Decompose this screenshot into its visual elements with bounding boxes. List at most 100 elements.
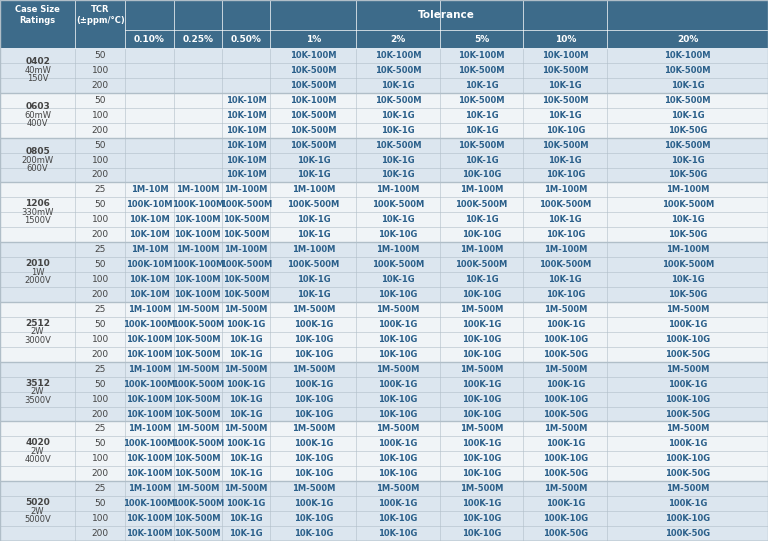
Text: 10K-500M: 10K-500M [458, 141, 505, 150]
Text: 25: 25 [94, 484, 106, 493]
Text: 100: 100 [91, 111, 109, 120]
Text: 100K-500M: 100K-500M [661, 200, 714, 209]
Text: 50: 50 [94, 200, 106, 209]
Bar [0, 287, 768, 302]
Text: 10K-50G: 10K-50G [668, 126, 707, 135]
Text: 100K-500M: 100K-500M [220, 200, 273, 209]
Text: 1M-500M: 1M-500M [460, 305, 503, 314]
Text: 10K-500M: 10K-500M [223, 215, 270, 225]
Bar [0, 451, 768, 466]
Text: 100K-500M: 100K-500M [171, 320, 224, 329]
Text: 100K-1G: 100K-1G [379, 380, 418, 388]
Text: 100: 100 [91, 275, 109, 284]
Text: 10K-10M: 10K-10M [129, 290, 170, 299]
Text: 100K-1G: 100K-1G [227, 499, 266, 508]
Bar [0, 137, 768, 153]
Text: 50: 50 [94, 320, 106, 329]
Text: 10K-100M: 10K-100M [174, 215, 221, 225]
Bar [0, 30, 768, 48]
Text: 1M-500M: 1M-500M [460, 484, 503, 493]
Bar [0, 362, 768, 377]
Text: 200: 200 [91, 410, 109, 419]
Bar [0, 123, 768, 137]
Text: 10K-10G: 10K-10G [462, 410, 502, 419]
Text: 25: 25 [94, 245, 106, 254]
Text: 10K-1G: 10K-1G [230, 350, 263, 359]
Text: 10K-500M: 10K-500M [542, 96, 588, 105]
Text: 10K-10M: 10K-10M [226, 96, 266, 105]
Text: 0.10%: 0.10% [134, 35, 165, 43]
Text: 1M-100M: 1M-100M [224, 186, 268, 194]
Text: 10K-1G: 10K-1G [465, 156, 498, 164]
Text: 100K-500M: 100K-500M [287, 260, 339, 269]
Text: 10K-10G: 10K-10G [462, 529, 502, 538]
Text: 100K-1G: 100K-1G [293, 499, 333, 508]
Text: 50: 50 [94, 499, 106, 508]
Text: 10K-1G: 10K-1G [230, 394, 263, 404]
Text: 1M-100M: 1M-100M [460, 186, 503, 194]
Text: 10K-10G: 10K-10G [379, 454, 418, 463]
Text: 1M-100M: 1M-100M [127, 365, 171, 374]
Text: 25: 25 [94, 186, 106, 194]
Text: 3500V: 3500V [25, 395, 51, 405]
Text: 10K-500M: 10K-500M [174, 514, 221, 523]
Text: 100K-500M: 100K-500M [287, 200, 339, 209]
Text: 1M-500M: 1M-500M [376, 365, 420, 374]
Text: 2000V: 2000V [25, 276, 51, 285]
Text: 10K-500M: 10K-500M [290, 126, 336, 135]
Text: 1M-100M: 1M-100M [127, 425, 171, 433]
Bar [0, 182, 768, 197]
Text: 10K-10M: 10K-10M [226, 170, 266, 180]
Text: 100K-10G: 100K-10G [543, 335, 588, 344]
Text: 1M-500M: 1M-500M [176, 484, 220, 493]
Text: 10K-1G: 10K-1G [548, 275, 582, 284]
Text: 10K-1G: 10K-1G [296, 170, 330, 180]
Text: 0603: 0603 [25, 102, 50, 111]
Text: 1M-10M: 1M-10M [131, 186, 168, 194]
Text: 100: 100 [91, 215, 109, 225]
Text: 1M-500M: 1M-500M [224, 365, 268, 374]
Text: 10K-1G: 10K-1G [230, 529, 263, 538]
Text: 10K-100M: 10K-100M [126, 469, 173, 478]
Bar [0, 511, 768, 526]
Text: 100K-100M: 100K-100M [171, 260, 224, 269]
Text: 200: 200 [91, 81, 109, 90]
Text: 10K-10G: 10K-10G [462, 394, 502, 404]
Text: 10K-500M: 10K-500M [458, 66, 505, 75]
Text: 3000V: 3000V [25, 336, 51, 345]
Text: 10K-1G: 10K-1G [671, 156, 704, 164]
Text: 10K-500M: 10K-500M [664, 141, 711, 150]
Text: 100K-1G: 100K-1G [668, 499, 707, 508]
Text: 10K-10G: 10K-10G [462, 454, 502, 463]
Text: 10K-100M: 10K-100M [174, 290, 221, 299]
Text: 10K-10M: 10K-10M [226, 111, 266, 120]
Text: 4020: 4020 [25, 438, 50, 447]
Text: 10K-10G: 10K-10G [379, 230, 418, 239]
Text: 10K-100M: 10K-100M [126, 514, 173, 523]
Text: 10K-10G: 10K-10G [462, 469, 502, 478]
Text: 10K-500M: 10K-500M [458, 96, 505, 105]
Text: 100K-10G: 100K-10G [543, 394, 588, 404]
Text: 1M-100M: 1M-100M [176, 245, 220, 254]
Text: 2W: 2W [31, 387, 45, 396]
Bar [0, 317, 768, 332]
Text: 10K-10G: 10K-10G [545, 230, 585, 239]
Text: 10K-10G: 10K-10G [293, 469, 333, 478]
Text: 330mW: 330mW [22, 208, 54, 217]
Text: 10K-1G: 10K-1G [465, 111, 498, 120]
Text: 10K-100M: 10K-100M [126, 454, 173, 463]
Text: 10K-10G: 10K-10G [293, 514, 333, 523]
Text: 1M-500M: 1M-500M [460, 365, 503, 374]
Text: 2512: 2512 [25, 319, 50, 328]
Text: 10K-10G: 10K-10G [293, 350, 333, 359]
Text: 10K-100M: 10K-100M [126, 335, 173, 344]
Text: 10K-10G: 10K-10G [379, 335, 418, 344]
Text: 100K-1G: 100K-1G [379, 439, 418, 448]
Text: 5020: 5020 [25, 498, 50, 507]
Text: 1M-10M: 1M-10M [131, 245, 168, 254]
Text: 10K-500M: 10K-500M [375, 66, 422, 75]
Text: 10K-1G: 10K-1G [671, 111, 704, 120]
Text: 10K-500M: 10K-500M [290, 111, 336, 120]
Text: 10K-100M: 10K-100M [126, 529, 173, 538]
Text: 0.25%: 0.25% [182, 35, 214, 43]
